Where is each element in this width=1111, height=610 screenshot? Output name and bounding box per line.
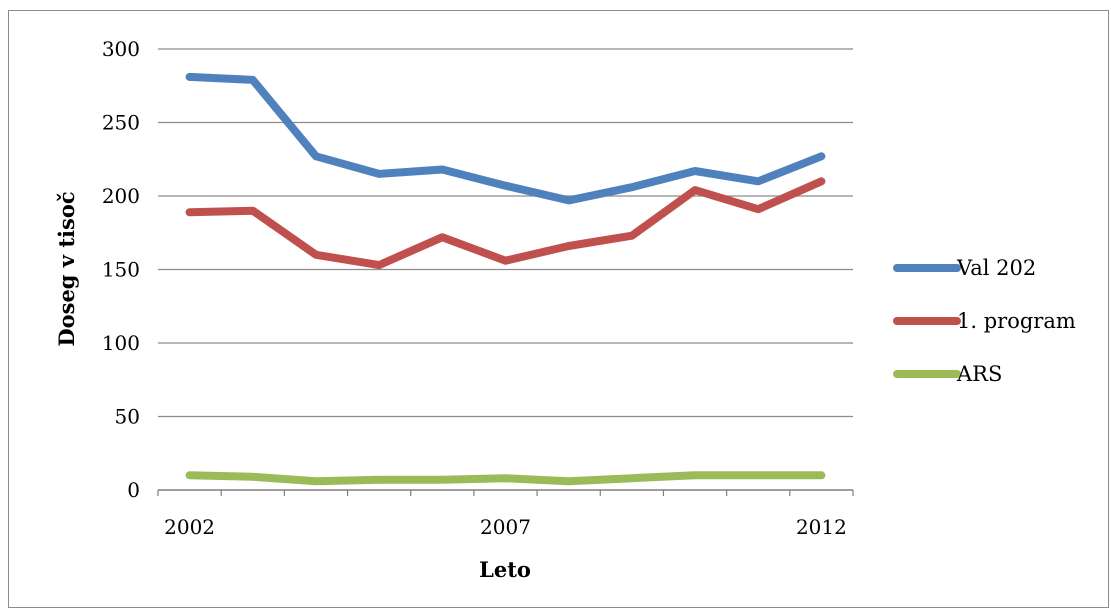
legend-label: Val 202 [956, 256, 1036, 280]
gridlines [157, 48, 854, 496]
x-tick-label: 2012 [796, 515, 847, 539]
x-tick-labels: 2002 2007 2012 [164, 515, 847, 539]
x-tick-label: 2007 [480, 515, 531, 539]
y-tick-label: 0 [127, 478, 140, 502]
legend: Val 202 1. program ARS [893, 256, 1076, 386]
y-axis-title: Doseg v tisoč [54, 191, 79, 346]
y-tick-labels: 0 50 100 150 200 250 300 [102, 37, 140, 502]
legend-label: ARS [956, 362, 1002, 386]
series-line-1 [185, 177, 826, 270]
y-tick-label: 250 [102, 111, 140, 135]
y-tick-label: 50 [115, 405, 140, 429]
y-tick-label: 100 [102, 331, 140, 355]
y-tick-label: 300 [102, 37, 140, 61]
legend-label: 1. program [957, 309, 1076, 333]
x-tick-label: 2002 [164, 515, 215, 539]
chart-frame [8, 10, 1109, 608]
series-lines [185, 72, 826, 486]
y-tick-label: 200 [102, 184, 140, 208]
series-line-2 [185, 471, 826, 486]
series-line-0 [185, 72, 826, 205]
x-axis-title: Leto [479, 557, 531, 582]
y-tick-label: 150 [102, 258, 140, 282]
